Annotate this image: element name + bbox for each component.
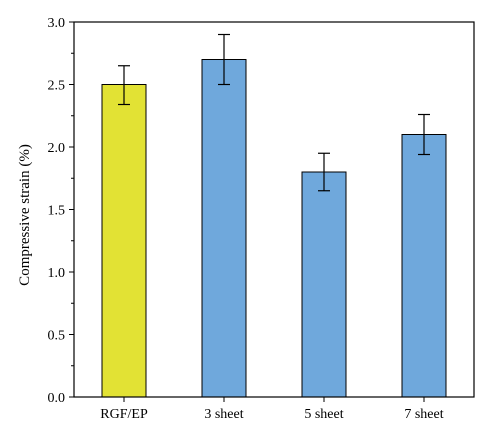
plot-area xyxy=(101,33,447,398)
y-tick-label: 3.0 xyxy=(48,16,66,31)
bar-3-sheet xyxy=(201,59,247,398)
x-tick-label: 7 sheet xyxy=(404,407,443,422)
bar-rgf-ep xyxy=(101,84,147,398)
y-tick-label: 1.5 xyxy=(48,204,66,219)
x-tick-label: RGF/EP xyxy=(100,407,148,422)
y-tick-label: 0.5 xyxy=(48,329,66,344)
y-tick-label: 0.0 xyxy=(48,391,66,406)
axes: RGF/EP 3 sheet 5 sheet 7 sheet 0.0 0.5 1.0 1.5 2… xyxy=(48,16,475,422)
y-tick-label: 2.5 xyxy=(48,79,66,94)
bar-5-sheet xyxy=(301,171,347,398)
y-tick-label: 2.0 xyxy=(48,141,66,156)
x-tick-label: 3 sheet xyxy=(204,407,243,422)
plot-frame xyxy=(73,21,475,398)
y-axis-label: Compressive strain (%) xyxy=(17,144,33,286)
y-tick-label: 1.0 xyxy=(48,266,66,281)
bar-7-sheet xyxy=(401,134,447,398)
x-tick-label: 5 sheet xyxy=(304,407,343,422)
